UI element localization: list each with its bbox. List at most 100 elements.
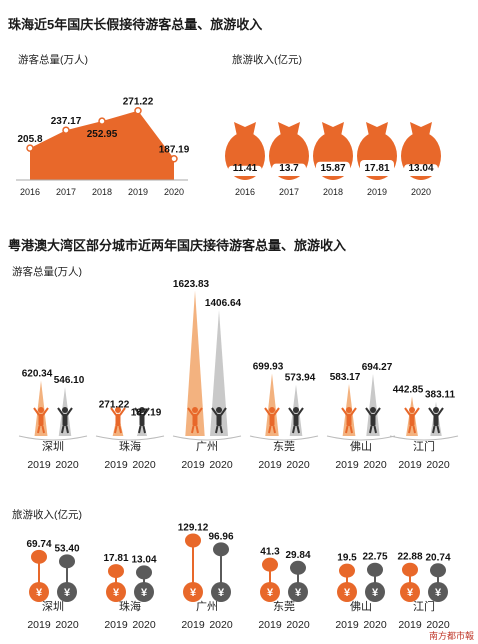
bag-top: [136, 565, 152, 580]
gba-revenue-chart: ¥69.74 ¥53.40 深圳 2019 2020 ¥17.81 ¥13.04 珠海 2019…: [26, 522, 450, 631]
money-bag: [365, 582, 385, 602]
pole: [269, 570, 271, 592]
figure-body: [409, 414, 415, 426]
year-label: 2019: [27, 459, 51, 470]
data-label: 546.10: [54, 375, 85, 386]
figure-body: [216, 414, 222, 426]
data-label: 17.81: [364, 163, 389, 174]
x-tick-label: 2020: [411, 187, 431, 197]
city-label: 珠海: [119, 599, 141, 613]
year-label: 2019: [27, 619, 51, 631]
x-tick-label: 2019: [367, 187, 387, 197]
money-bag: [211, 582, 231, 602]
figure-body: [192, 414, 198, 426]
data-label: 129.12: [178, 522, 209, 533]
year-label: 2020: [363, 459, 387, 470]
x-tick-label: 2019: [128, 187, 148, 197]
pole: [192, 546, 194, 592]
bag-top: [213, 542, 229, 557]
money-bag: [57, 582, 77, 602]
money-bag: [337, 582, 357, 602]
city-label: 广州: [196, 600, 218, 613]
figure-limbs: [187, 407, 203, 434]
money-bag-top: [278, 122, 300, 136]
figure-limbs: [341, 407, 357, 434]
figure-head: [115, 407, 121, 413]
year-label: 2019: [104, 459, 128, 470]
year-label: 2019: [181, 459, 205, 470]
x-tick-label: 2018: [323, 187, 343, 197]
year-label: 2020: [55, 619, 79, 631]
city-divider: [18, 435, 88, 441]
x-tick-label: 2016: [20, 187, 40, 197]
figure-head: [38, 407, 44, 413]
money-bag-top: [366, 122, 388, 136]
city-label: 佛山: [350, 600, 372, 613]
figure-body: [293, 414, 299, 426]
figure-head: [409, 407, 415, 413]
figure-limbs: [57, 407, 73, 434]
figure-body: [62, 414, 68, 426]
x-tick-label: 2020: [164, 187, 184, 197]
zhuhai-revenue-bag-chart: 11.41 2016 13.7 2017 15.87 2018 17.81 2019 13.04…: [225, 122, 441, 197]
data-label: 694.27: [362, 362, 393, 373]
data-label: 22.88: [397, 552, 422, 563]
data-point: [170, 154, 178, 163]
year-label: 2020: [426, 459, 450, 470]
bag-top: [262, 557, 278, 572]
figure-limbs: [428, 407, 444, 434]
city-label: 江门: [413, 439, 435, 453]
year-label: 2020: [132, 619, 156, 631]
figure-head: [433, 407, 439, 413]
section2-title: 粤港澳大湾区部分城市近两年国庆接待游客总量、旅游收入: [8, 238, 347, 253]
yuan-icon: ¥: [295, 587, 302, 599]
data-point: [26, 144, 34, 152]
data-label: 573.94: [285, 373, 316, 384]
data-label: 699.93: [253, 361, 284, 372]
figure-head: [346, 407, 352, 413]
money-bag: [288, 582, 308, 602]
year-label: 2020: [286, 459, 310, 470]
value-panel: [228, 165, 262, 176]
year-label: 2019: [104, 619, 128, 631]
gba-visitors-axis-label: 游客总量(万人): [12, 266, 82, 278]
figure-limbs: [110, 407, 126, 434]
money-bag: [260, 582, 280, 602]
figure-limbs: [365, 407, 381, 434]
beam-2020: [366, 373, 380, 436]
data-label: 252.95: [87, 129, 118, 140]
data-label: 53.40: [54, 543, 79, 554]
yuan-icon: ¥: [64, 587, 71, 599]
money-bag: [428, 582, 448, 602]
figure-limbs: [288, 407, 304, 434]
x-tick-label: 2018: [92, 187, 112, 197]
data-label: 69.74: [26, 539, 51, 550]
money-bag-top: [410, 122, 432, 136]
x-tick-label: 2017: [279, 187, 299, 197]
data-label: 237.17: [51, 116, 82, 127]
money-bag: [134, 582, 154, 602]
yuan-icon: ¥: [113, 587, 120, 599]
year-label: 2020: [286, 619, 310, 631]
bag-top: [31, 549, 47, 564]
data-label: 13.7: [279, 163, 299, 174]
year-label: 2019: [398, 619, 422, 631]
year-label: 2020: [426, 619, 450, 631]
data-label: 271.22: [123, 97, 154, 108]
yuan-icon: ¥: [435, 587, 442, 599]
figure-head: [269, 407, 275, 413]
value-panel: [360, 159, 394, 176]
data-point: [98, 117, 106, 125]
bag-top: [430, 563, 446, 578]
money-bag: [29, 582, 49, 602]
figure-body: [346, 414, 352, 426]
money-bag-top: [322, 122, 344, 136]
yuan-icon: ¥: [218, 587, 225, 599]
beam-2019: [265, 373, 279, 436]
data-label: 13.04: [131, 554, 156, 565]
year-label: 2020: [363, 619, 387, 631]
bag-top: [367, 562, 383, 577]
figure-limbs: [134, 407, 150, 434]
yuan-icon: ¥: [267, 587, 274, 599]
